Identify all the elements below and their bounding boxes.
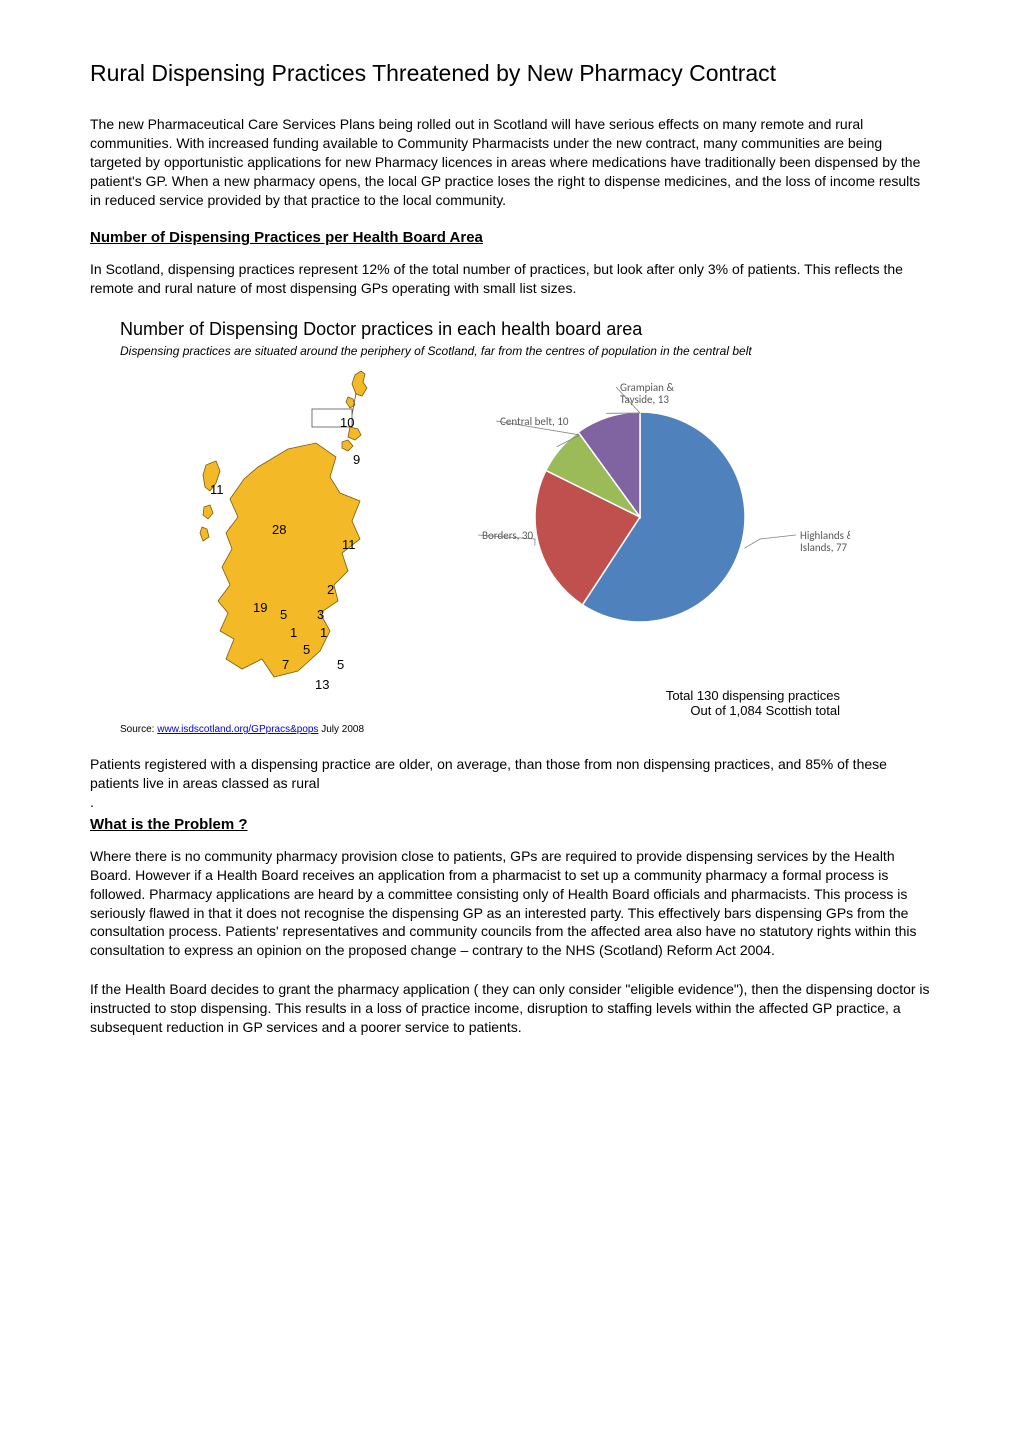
section-1-paragraph: In Scotland, dispensing practices repres… (90, 260, 930, 298)
pie-label: Islands, 77 (800, 541, 848, 554)
problem-paragraph-1: Where there is no community pharmacy pro… (90, 847, 930, 960)
scotland-map: 109112811219531157513 (120, 367, 410, 707)
chart-block: Number of Dispensing Doctor practices in… (120, 318, 930, 718)
map-number: 1 (320, 625, 327, 640)
page: Rural Dispensing Practices Threatened by… (0, 0, 1020, 1443)
map-number: 19 (253, 600, 267, 615)
map-number: 7 (282, 657, 289, 672)
map-number: 5 (303, 642, 310, 657)
source-link[interactable]: www.isdscotland.org/GPpracs&pops (157, 724, 318, 735)
source-prefix: Source: (120, 724, 157, 735)
chart-row: 109112811219531157513 Highlands &Islands… (120, 367, 930, 718)
chart-title: Number of Dispensing Doctor practices in… (120, 318, 930, 341)
chart-source: Source: www.isdscotland.org/GPpracs&pops… (120, 724, 930, 735)
pie-chart: Highlands &Islands, 77Borders, 30Central… (440, 367, 850, 718)
intro-paragraph: The new Pharmaceutical Care Services Pla… (90, 115, 930, 209)
map-number: 13 (315, 677, 329, 692)
map-number: 3 (317, 607, 324, 622)
pie-caption: Total 130 dispensing practices Out of 1,… (440, 688, 850, 718)
map-number: 11 (342, 537, 356, 552)
problem-paragraph-2: If the Health Board decides to grant the… (90, 980, 930, 1037)
map-svg (120, 367, 410, 707)
map-number: 9 (353, 452, 360, 467)
map-number: 10 (340, 415, 354, 430)
pie-label: Tayside, 13 (620, 393, 669, 406)
pie-leader (744, 535, 796, 548)
section-heading-2: What is the Problem ? (90, 816, 930, 833)
map-number: 28 (272, 522, 286, 537)
pie-caption-line1: Total 130 dispensing practices (666, 688, 840, 703)
section-heading-1: Number of Dispensing Practices per Healt… (90, 229, 930, 246)
pie-label: Central belt, 10 (500, 415, 569, 428)
pie-caption-line2: Out of 1,084 Scottish total (690, 703, 840, 718)
pie-svg: Highlands &Islands, 77Borders, 30Central… (440, 367, 850, 667)
map-number: 2 (327, 582, 334, 597)
map-number: 5 (280, 607, 287, 622)
source-suffix: July 2008 (318, 724, 364, 735)
pie-label: Borders, 30 (482, 529, 533, 542)
stray-dot: . (90, 793, 930, 812)
page-title: Rural Dispensing Practices Threatened by… (90, 60, 930, 87)
map-number: 11 (210, 482, 224, 497)
map-number: 5 (337, 657, 344, 672)
chart-subtitle: Dispensing practices are situated around… (120, 344, 930, 360)
patients-paragraph: Patients registered with a dispensing pr… (90, 755, 930, 793)
map-number: 1 (290, 625, 297, 640)
